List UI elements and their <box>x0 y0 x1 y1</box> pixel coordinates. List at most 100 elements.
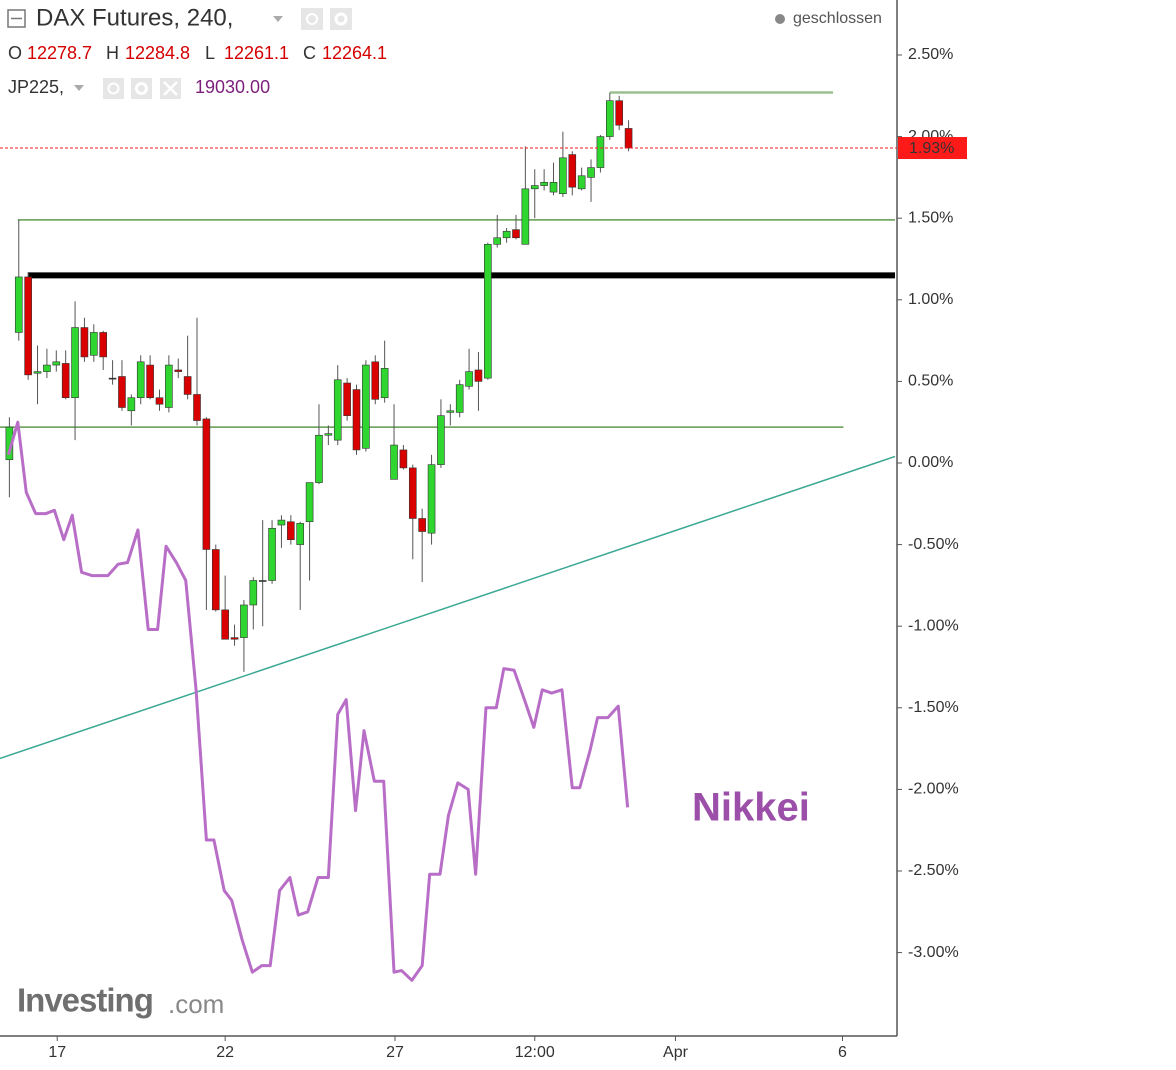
candle-body <box>408 467 417 519</box>
candle-body <box>502 230 511 239</box>
candle-body <box>211 549 220 611</box>
candle-body <box>559 157 567 195</box>
candle-body <box>268 527 276 581</box>
candle-body <box>615 100 623 126</box>
candle-body <box>230 637 239 640</box>
candle-body <box>80 327 89 358</box>
series-annotation: Nikkei <box>692 786 810 830</box>
candle-body <box>446 410 455 413</box>
candle-body <box>14 276 23 333</box>
x-tick-label: 22 <box>216 1044 234 1061</box>
logo-brand: Investing <box>17 982 153 1019</box>
y-tick-label: -2.50% <box>908 862 959 879</box>
candle-body <box>362 364 370 449</box>
y-tick-label: -3.00% <box>908 944 959 961</box>
ohlc-value: 12264.1 <box>322 43 387 63</box>
last-price-label: 1.93% <box>909 140 954 157</box>
x-tick-label: 12:00 <box>515 1044 555 1061</box>
compare-value: 19030.00 <box>195 77 270 97</box>
ohlc-value: 12278.7 <box>27 43 92 63</box>
candle-body <box>437 415 445 465</box>
logo-suffix: .com <box>168 989 224 1019</box>
candle-body <box>371 361 380 400</box>
last-price-box <box>898 137 967 160</box>
candle-body <box>24 276 32 376</box>
dropdown-arrow[interactable] <box>74 85 84 91</box>
candle-body <box>296 523 305 545</box>
ohlc-label: H <box>106 43 119 63</box>
candle-body <box>455 384 464 413</box>
settings-icon-glyph <box>334 12 348 26</box>
candle-body <box>221 609 229 640</box>
candle-body <box>127 397 136 412</box>
eye-icon[interactable] <box>301 8 323 30</box>
candle-body <box>399 449 408 469</box>
y-tick-label: -1.00% <box>908 617 959 634</box>
settings-icon[interactable] <box>131 78 152 99</box>
candle-body <box>136 361 145 399</box>
candle-body <box>183 376 192 395</box>
candle-body <box>174 369 183 372</box>
settings-icon[interactable] <box>330 8 352 30</box>
plot-area: 2.50%2.00%1.50%1.00%0.50%0.00%-0.50%-1.0… <box>0 0 967 1061</box>
candle-body <box>484 244 492 379</box>
y-tick-label: 2.50% <box>908 46 953 63</box>
candle-body <box>155 397 164 405</box>
candle-body <box>71 327 79 399</box>
status-dot <box>775 14 785 24</box>
candle-body <box>596 136 605 168</box>
eye-icon-glyph <box>306 13 318 25</box>
candle-body <box>333 379 342 441</box>
y-tick-label: 0.50% <box>908 373 953 390</box>
candle-body <box>577 175 586 190</box>
candle-body <box>530 185 539 190</box>
ohlc-label: O <box>8 43 22 63</box>
candle-body <box>343 382 351 416</box>
compare-symbol: JP225, <box>8 77 64 97</box>
symbol-title: DAX Futures, 240, <box>36 4 233 31</box>
ohlc-label: L <box>205 43 215 63</box>
y-tick-label: -1.50% <box>908 699 959 716</box>
market-status: geschlossen <box>793 10 882 27</box>
x-tick-label: 6 <box>838 1044 847 1061</box>
candle-body <box>465 371 473 387</box>
y-tick-label: -0.50% <box>908 536 959 553</box>
candle-body <box>624 128 633 149</box>
x-tick-label: 27 <box>386 1044 404 1061</box>
y-tick-label: 1.00% <box>908 291 953 308</box>
candle-body <box>43 364 51 372</box>
remove-icon-glyph <box>163 81 178 96</box>
candle-body <box>521 188 530 245</box>
candle-body <box>202 418 211 550</box>
candle-body <box>165 364 173 408</box>
eye-icon-glyph <box>107 82 120 95</box>
ohlc-value: 12261.1 <box>224 43 289 63</box>
candle-body <box>568 154 577 188</box>
candle-body <box>52 361 61 366</box>
collapse-icon[interactable] <box>7 9 26 28</box>
candle-body <box>427 464 436 534</box>
candle-body <box>90 332 98 356</box>
candle-body <box>315 434 323 483</box>
candle-body <box>108 377 117 380</box>
candle-body <box>418 518 426 532</box>
line-series <box>6 420 630 982</box>
dropdown-arrow[interactable] <box>273 16 283 22</box>
eye-icon[interactable] <box>103 78 124 99</box>
candle-body <box>118 376 126 408</box>
drawing-line <box>0 455 895 760</box>
y-tick-label: 0.00% <box>908 454 953 471</box>
x-tick-label: Apr <box>663 1044 689 1061</box>
x-tick-label: 17 <box>48 1044 66 1061</box>
candle-body <box>474 369 483 382</box>
y-tick-label: -2.00% <box>908 781 959 798</box>
candle-body <box>193 394 201 421</box>
candle-body <box>99 332 107 358</box>
candle-body <box>549 181 558 193</box>
candle-body <box>606 100 614 137</box>
candle-body <box>493 237 502 245</box>
candle-body <box>512 229 520 239</box>
candle-body <box>33 371 42 374</box>
candle-body <box>61 363 70 399</box>
